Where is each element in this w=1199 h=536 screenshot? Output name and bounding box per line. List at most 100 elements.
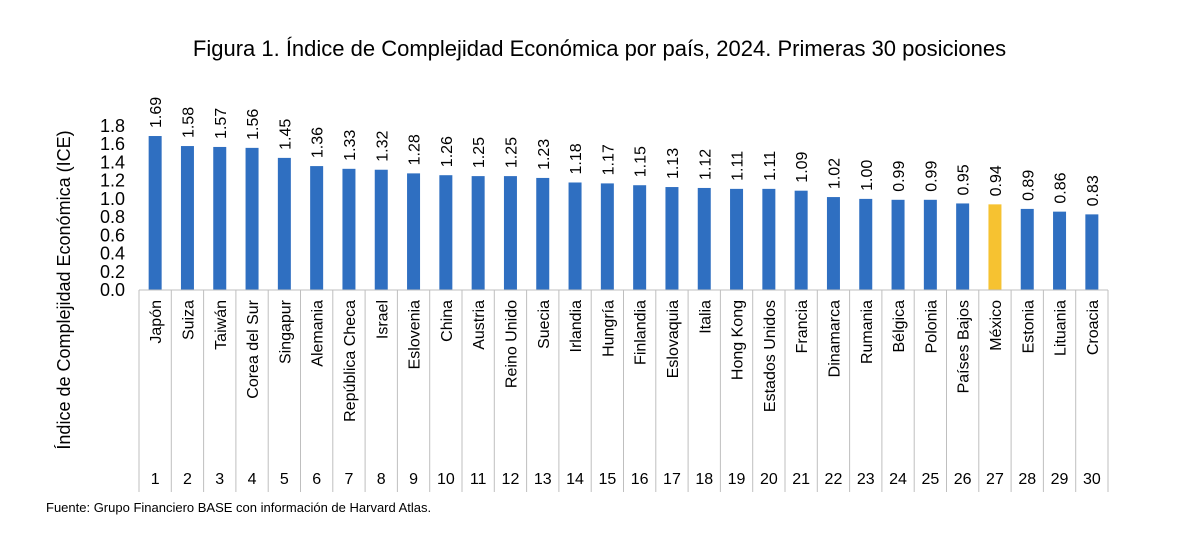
category-label: Eslovenia: [407, 300, 424, 369]
rank-label: 15: [598, 471, 616, 488]
rank-label: 8: [377, 471, 386, 488]
y-tick-label: 1.0: [100, 189, 125, 209]
bar: [600, 183, 614, 290]
rank-label: 22: [825, 471, 843, 488]
category-label: Israel: [374, 300, 391, 339]
rank-label: 23: [857, 471, 875, 488]
bar: [310, 166, 324, 290]
category-label: Singapur: [277, 299, 294, 364]
bar-value-label: 1.18: [568, 143, 585, 174]
rank-label: 5: [280, 471, 289, 488]
bar-value-label: 1.15: [633, 146, 650, 177]
rank-label: 30: [1083, 471, 1101, 488]
bar-value-label: 1.45: [277, 119, 294, 150]
rank-label: 25: [921, 471, 939, 488]
bar-value-label: 0.99: [891, 161, 908, 192]
category-label: Suiza: [180, 300, 197, 340]
category-label: Italia: [697, 300, 714, 334]
bar: [665, 187, 679, 290]
chart-source: Fuente: Grupo Financiero BASE con inform…: [46, 500, 432, 515]
bar: [439, 175, 453, 290]
category-label: Croacia: [1085, 300, 1102, 355]
y-tick-label: 0.8: [100, 207, 125, 227]
bar-value-label: 1.13: [665, 148, 682, 179]
bar-value-label: 0.94: [988, 165, 1005, 196]
category-label: Lituania: [1053, 300, 1070, 356]
category-label: Eslovaquia: [665, 300, 682, 378]
bar-value-label: 0.99: [923, 161, 940, 192]
bar-value-label: 1.28: [407, 134, 424, 165]
rank-label: 18: [695, 471, 713, 488]
bar: [826, 197, 840, 290]
category-label: Corea del Sur: [245, 299, 262, 398]
bar-value-label: 1.11: [762, 151, 779, 181]
bar: [859, 198, 873, 290]
bar-value-label: 0.83: [1085, 175, 1102, 206]
bar-value-label: 1.25: [471, 137, 488, 168]
category-label: Dinamarca: [826, 300, 843, 377]
bar: [568, 182, 582, 290]
rank-label: 13: [534, 471, 552, 488]
category-label: Bélgica: [891, 300, 908, 353]
category-label: Suecia: [536, 300, 553, 349]
bar: [988, 204, 1002, 290]
rank-label: 2: [183, 471, 192, 488]
category-label: Polonia: [923, 300, 940, 353]
rank-label: 24: [889, 471, 907, 488]
bar: [374, 169, 388, 290]
bar-value-label: 0.95: [956, 164, 973, 195]
bar-value-label: 1.33: [342, 130, 359, 161]
category-label: República Checa: [342, 300, 359, 422]
rank-label: 21: [792, 471, 810, 488]
category-label: Irlandia: [568, 300, 585, 353]
bar: [1020, 208, 1034, 290]
bar: [891, 199, 905, 290]
category-label: Taiwán: [213, 300, 230, 350]
bar: [342, 168, 356, 290]
bar-value-label: 1.12: [697, 149, 714, 180]
rank-label: 6: [312, 471, 321, 488]
y-tick-label: 1.2: [100, 171, 125, 191]
bar-value-label: 1.36: [310, 127, 327, 158]
rank-label: 20: [760, 471, 778, 488]
y-tick-label: 1.4: [100, 152, 125, 172]
bar-value-label: 1.11: [730, 151, 747, 181]
bar: [762, 188, 776, 290]
bar: [213, 146, 227, 290]
category-label: Hungría: [600, 300, 617, 357]
category-label: Austria: [471, 300, 488, 350]
rank-label: 11: [470, 471, 487, 488]
bar-value-label: 1.25: [503, 137, 520, 168]
rank-label: 14: [566, 471, 584, 488]
y-tick-label: 0.0: [100, 280, 125, 300]
bar: [471, 176, 485, 290]
category-label: Alemania: [310, 300, 327, 367]
rank-label: 16: [631, 471, 649, 488]
category-label: México: [988, 300, 1005, 351]
bar-value-label: 1.17: [600, 144, 617, 175]
category-label: China: [439, 300, 456, 342]
rank-label: 27: [986, 471, 1004, 488]
y-tick-label: 0.2: [100, 262, 125, 282]
bar-value-label: 1.02: [826, 158, 843, 189]
bar-value-label: 1.58: [180, 107, 197, 138]
rank-label: 19: [728, 471, 746, 488]
bar: [503, 176, 517, 290]
rank-label: 17: [663, 471, 681, 488]
category-label: Francia: [794, 300, 811, 353]
y-tick-label: 1.6: [100, 134, 125, 154]
bar-value-label: 1.00: [859, 160, 876, 191]
bar-value-label: 1.09: [794, 151, 811, 182]
bar-value-label: 1.32: [374, 130, 391, 161]
rank-label: 12: [502, 471, 520, 488]
bar-value-label: 0.89: [1020, 170, 1037, 201]
rank-label: 10: [437, 471, 455, 488]
bar: [180, 146, 194, 290]
bar: [730, 188, 744, 290]
bar: [245, 147, 259, 290]
bar-value-label: 1.57: [213, 108, 230, 139]
category-label: Japón: [148, 300, 165, 344]
y-tick-label: 0.4: [100, 244, 125, 264]
category-label: Estonia: [1020, 300, 1037, 353]
